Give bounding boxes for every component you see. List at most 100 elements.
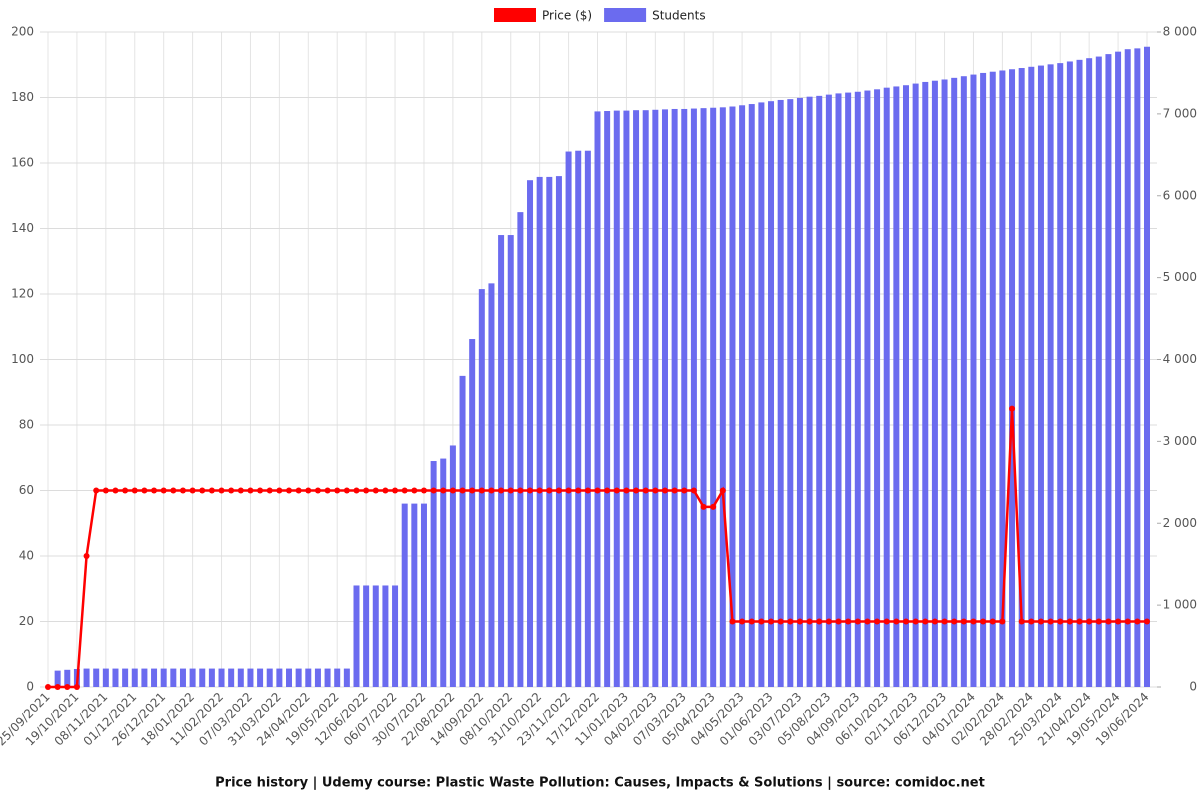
price-point: [1037, 618, 1044, 625]
bar: [343, 668, 350, 687]
bar: [681, 108, 688, 687]
bar: [1124, 49, 1131, 688]
price-point: [478, 487, 485, 494]
y2-tick-label: 3 000: [1163, 434, 1197, 448]
y-tick-label: 0: [26, 680, 34, 694]
bar: [1134, 48, 1141, 687]
price-point: [671, 487, 678, 494]
price-point: [748, 618, 755, 625]
price-point: [796, 618, 803, 625]
price-point: [845, 618, 852, 625]
price-point: [353, 487, 360, 494]
y-tick-label: 20: [19, 614, 34, 628]
bar: [305, 668, 312, 687]
price-point: [189, 487, 196, 494]
bar: [536, 176, 543, 687]
price-point: [854, 618, 861, 625]
price-point: [314, 487, 321, 494]
price-point: [266, 487, 273, 494]
bar: [816, 95, 823, 688]
bar: [295, 668, 302, 687]
price-point: [257, 487, 264, 494]
y2-tick-label: 7 000: [1163, 106, 1197, 120]
y-tick-label: 100: [11, 352, 34, 366]
price-point: [228, 487, 235, 494]
price-point: [768, 618, 775, 625]
price-point: [179, 487, 186, 494]
price-point: [102, 487, 109, 494]
bar: [893, 86, 900, 687]
y-tick-label: 140: [11, 221, 34, 235]
bar: [1144, 46, 1150, 688]
price-point: [64, 684, 71, 690]
bar: [565, 151, 572, 688]
price-point: [690, 487, 697, 494]
price-point: [507, 487, 514, 494]
price-point: [151, 487, 158, 494]
bar: [642, 110, 649, 688]
bar: [1009, 69, 1016, 688]
price-point: [883, 618, 890, 625]
y2-tick-label: 1 000: [1163, 598, 1197, 612]
bar: [989, 71, 996, 688]
price-point: [575, 487, 582, 494]
bar: [353, 585, 360, 687]
price-point: [960, 618, 967, 625]
bar: [806, 96, 813, 687]
bar: [796, 97, 803, 688]
bar: [931, 80, 938, 687]
bar: [825, 94, 832, 687]
price-point: [758, 618, 765, 625]
bar: [584, 150, 591, 687]
bar: [93, 668, 100, 687]
price-point: [73, 684, 80, 690]
bar: [54, 670, 61, 687]
price-point: [633, 487, 640, 494]
price-point: [739, 618, 746, 625]
y-tick-label: 180: [11, 90, 34, 104]
price-point: [54, 684, 61, 690]
price-point: [1066, 618, 1073, 625]
bar: [1076, 59, 1083, 687]
bar: [498, 235, 505, 688]
bar: [141, 668, 148, 687]
price-point: [334, 487, 341, 494]
price-point: [681, 487, 688, 494]
price-point: [459, 487, 466, 494]
bar: [864, 90, 871, 687]
y2-tick-label: 4 000: [1163, 352, 1197, 366]
bar: [700, 108, 707, 688]
price-point: [931, 618, 938, 625]
bar: [999, 70, 1006, 687]
price-point: [864, 618, 871, 625]
bar: [64, 669, 71, 687]
price-point: [1047, 618, 1054, 625]
price-point: [343, 487, 350, 494]
price-point: [517, 487, 524, 494]
bar: [1028, 66, 1035, 687]
price-point: [324, 487, 331, 494]
price-point: [922, 618, 929, 625]
price-point: [141, 487, 148, 494]
price-point: [420, 487, 427, 494]
bar: [199, 668, 206, 687]
price-point: [305, 487, 312, 494]
bar: [392, 585, 399, 687]
price-point: [594, 487, 601, 494]
price-point: [218, 487, 225, 494]
bar: [652, 109, 659, 687]
price-point: [555, 487, 562, 494]
price-point: [1076, 618, 1083, 625]
bar: [719, 107, 726, 687]
bar: [286, 668, 293, 687]
bar: [102, 668, 109, 687]
bar: [237, 668, 244, 687]
bar: [372, 585, 379, 687]
price-point: [247, 487, 254, 494]
price-point: [372, 487, 379, 494]
price-point: [546, 487, 553, 494]
y-tick-label: 120: [11, 287, 34, 301]
bar: [440, 458, 447, 687]
legend-swatch: [604, 8, 647, 22]
y2-tick-label: 2 000: [1163, 516, 1197, 530]
